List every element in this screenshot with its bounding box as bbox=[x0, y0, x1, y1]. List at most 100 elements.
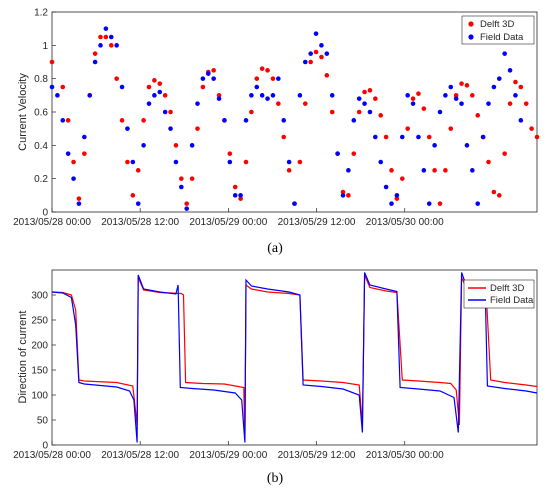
y-tick-label: 200 bbox=[31, 341, 48, 352]
delft3d-velocity-point bbox=[130, 193, 136, 198]
field-velocity-point bbox=[383, 184, 389, 190]
delft3d-velocity-point bbox=[475, 113, 481, 118]
field-velocity-point bbox=[394, 193, 400, 198]
caption-a: (a) bbox=[267, 241, 283, 256]
delft3d-velocity-point bbox=[453, 93, 459, 98]
x-tick-label: 2013/05/30 00:00 bbox=[366, 450, 444, 461]
delft3d-velocity-point bbox=[119, 118, 125, 123]
y-tick-label: 0 bbox=[42, 208, 48, 219]
field-velocity-point bbox=[49, 84, 55, 90]
delft3d-velocity-point bbox=[426, 134, 432, 140]
field-velocity-point bbox=[259, 93, 265, 98]
delft3d-velocity-point bbox=[103, 34, 109, 40]
field-velocity-point bbox=[308, 51, 313, 56]
field-velocity-point bbox=[518, 118, 524, 123]
delft3d-velocity-point bbox=[362, 89, 367, 95]
field-velocity-point bbox=[319, 43, 324, 48]
delft3d-velocity-point bbox=[249, 109, 254, 115]
field-velocity-point bbox=[227, 159, 233, 165]
delft3d-velocity-point bbox=[464, 83, 470, 88]
delft3d-velocity-point bbox=[432, 168, 437, 173]
field-velocity-point bbox=[162, 109, 168, 115]
velocity-y-ticks: 0 0.2 0.4 0.6 0.8 1 1.2 bbox=[34, 8, 56, 219]
delft3d-velocity-point bbox=[82, 151, 87, 156]
delft3d-velocity-point bbox=[507, 101, 513, 106]
delft3d-velocity-point bbox=[329, 109, 335, 115]
delft3d-velocity-point bbox=[437, 201, 443, 206]
delft3d-velocity-point bbox=[443, 168, 448, 173]
field-velocity-point bbox=[351, 118, 357, 123]
delft3d-velocity-point bbox=[496, 193, 502, 198]
field-velocity-point bbox=[297, 93, 303, 98]
field-velocity-point bbox=[135, 201, 141, 206]
y-tick-label: 0 bbox=[42, 441, 48, 452]
delft3d-velocity-point bbox=[502, 151, 507, 156]
delft3d-velocity-point bbox=[216, 93, 222, 98]
field-velocity-point bbox=[179, 184, 184, 190]
field-velocity-point bbox=[114, 43, 119, 48]
field-velocity-point bbox=[232, 193, 238, 198]
velocity-legend-box bbox=[461, 15, 535, 45]
delft3d-velocity-point bbox=[308, 59, 313, 65]
delft3d-velocity-point bbox=[135, 168, 141, 173]
y-tick-label: 0.2 bbox=[34, 174, 48, 185]
delft3d-velocity-point bbox=[179, 176, 184, 181]
field-velocity-point bbox=[389, 201, 394, 206]
delft3d-velocity-point bbox=[491, 189, 497, 195]
delft3d-velocity-point bbox=[125, 159, 130, 165]
field-velocity-point bbox=[367, 109, 373, 115]
direction-x-ticks: 2013/05/28 00:00 2013/05/28 12:00 2013/05/… bbox=[13, 441, 444, 461]
field-velocity-point bbox=[205, 71, 211, 76]
delft3d-velocity-point bbox=[189, 176, 195, 181]
field-velocity-point bbox=[486, 101, 491, 106]
field-velocity-point bbox=[410, 101, 416, 106]
x-tick-label: 2013/05/30 00:00 bbox=[366, 217, 444, 228]
field-velocity-point bbox=[292, 201, 297, 206]
delft3d-velocity-point bbox=[270, 76, 276, 81]
legend-label-field-data: Field Data bbox=[480, 32, 524, 43]
field-velocity-point bbox=[146, 101, 152, 106]
delft3d-velocity-point bbox=[265, 68, 270, 73]
field-velocity-point bbox=[98, 43, 103, 48]
field-velocity-point bbox=[399, 134, 405, 140]
field-velocity-point bbox=[448, 84, 454, 90]
field-velocity-point bbox=[362, 101, 367, 106]
field-velocity-point bbox=[437, 109, 443, 115]
x-tick-label: 2013/05/29 12:00 bbox=[278, 450, 356, 461]
legend-marker-delft3d bbox=[468, 21, 474, 27]
delft3d-velocity-point bbox=[470, 93, 475, 98]
y-tick-label: 0.4 bbox=[34, 141, 48, 152]
field-velocity-point bbox=[55, 93, 60, 98]
delft3d-velocity-point bbox=[448, 126, 454, 131]
field-velocity-point bbox=[335, 151, 340, 156]
delft3d-velocity-point bbox=[232, 184, 238, 190]
field-velocity-point bbox=[108, 34, 114, 40]
field-velocity-point bbox=[340, 193, 346, 198]
field-velocity-point bbox=[378, 159, 384, 165]
x-tick-label: 2013/05/29 12:00 bbox=[278, 217, 356, 228]
delft3d-velocity-point bbox=[394, 196, 400, 201]
field-velocity-point bbox=[513, 93, 518, 98]
y-tick-label: 1 bbox=[42, 41, 48, 52]
caption-b: (b) bbox=[267, 471, 284, 486]
field-velocity-point bbox=[254, 84, 260, 90]
field-velocity-point bbox=[173, 159, 179, 165]
field-velocity-point bbox=[286, 159, 292, 165]
delft3d-velocity-point bbox=[146, 84, 152, 90]
direction-y-ticks: 0 50 100 150 200 250 300 bbox=[31, 291, 56, 452]
y-tick-label: 1.2 bbox=[34, 8, 48, 19]
field-velocity-point bbox=[152, 93, 157, 98]
delft3d-velocity-point bbox=[108, 43, 114, 48]
velocity-plot-area bbox=[51, 11, 538, 213]
field-velocity-point bbox=[184, 206, 190, 211]
field-velocity-point bbox=[157, 89, 163, 95]
velocity-y-axis-label: Current Velocity bbox=[17, 73, 29, 151]
field-velocity-point bbox=[480, 134, 486, 140]
x-tick-label: 2013/05/29 00:00 bbox=[189, 217, 267, 228]
field-velocity-point bbox=[265, 96, 270, 101]
field-velocity-point bbox=[416, 134, 421, 140]
direction-legend-box bbox=[463, 279, 535, 309]
velocity-series-field-data bbox=[49, 26, 524, 211]
field-velocity-point bbox=[92, 59, 98, 65]
